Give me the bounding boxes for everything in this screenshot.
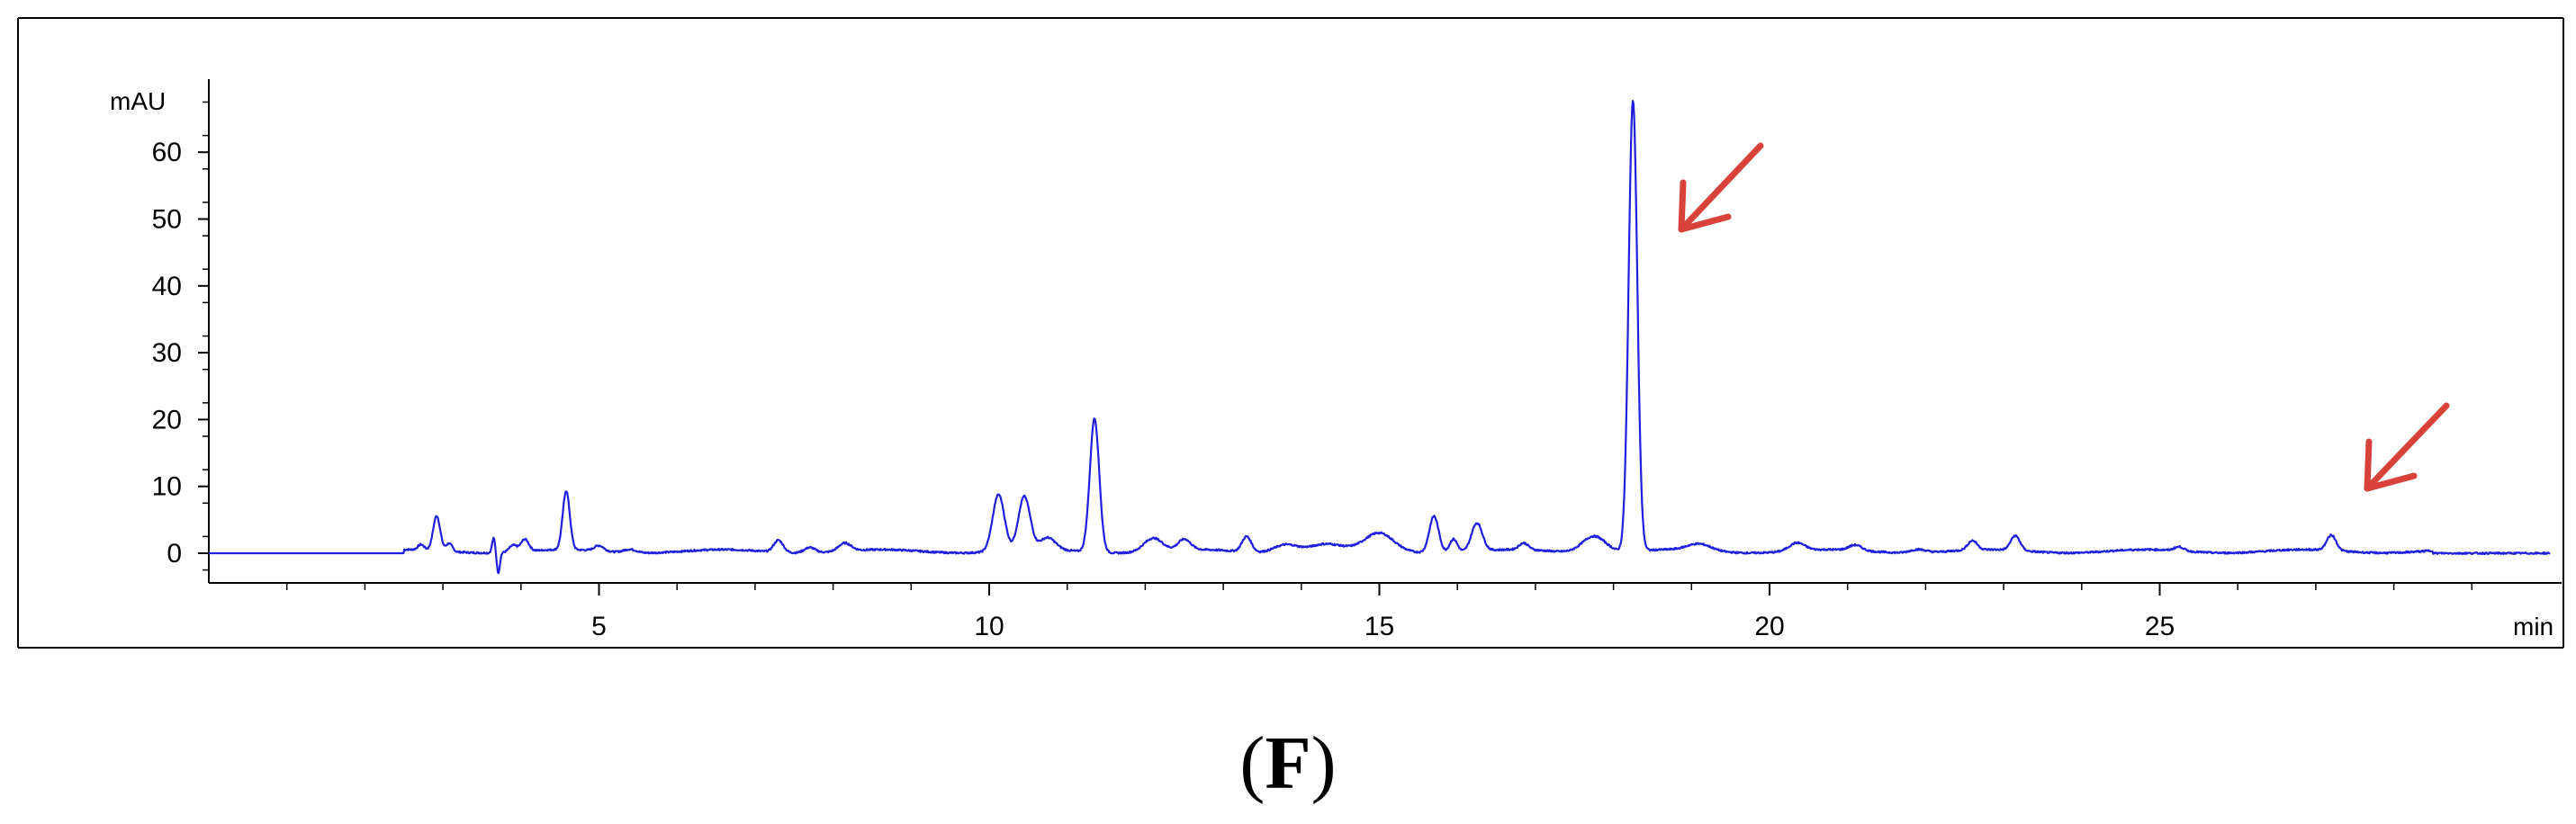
x-axis-unit-label: min <box>2513 613 2553 640</box>
x-tick-label: 20 <box>1754 612 1784 641</box>
arrow-shaft <box>1678 142 1764 233</box>
arrow-shaft <box>2364 402 2450 492</box>
panel-label-letter: F <box>1265 721 1311 805</box>
panel-label-close: ) <box>1311 721 1337 805</box>
x-tick-label: 5 <box>591 612 607 641</box>
y-tick-label: 50 <box>152 205 182 235</box>
y-tick-label: 40 <box>152 272 182 301</box>
y-tick-label: 60 <box>152 138 182 167</box>
x-tick-label: 10 <box>974 612 1004 641</box>
y-tick-label: 20 <box>152 405 182 434</box>
x-axis-ticks: 5 10 15 20 25 <box>285 583 2473 641</box>
annotation-arrows <box>1678 142 2450 492</box>
arrow-head <box>2364 438 2418 492</box>
y-tick-label: 10 <box>152 472 182 502</box>
y-tick-label: 0 <box>167 539 182 569</box>
arrow-head <box>1678 179 1732 233</box>
y-tick-label: 30 <box>152 338 182 368</box>
y-axis-unit-label: mAU <box>110 87 166 115</box>
panel-label: (F) <box>0 720 2576 807</box>
y-axis-ticks: 0 10 20 30 40 50 60 <box>152 101 209 571</box>
chromatogram-trace <box>208 100 2551 575</box>
x-tick-label: 25 <box>2145 612 2175 641</box>
panel-label-open: ( <box>1239 721 1265 805</box>
x-tick-label: 15 <box>1365 612 1394 641</box>
